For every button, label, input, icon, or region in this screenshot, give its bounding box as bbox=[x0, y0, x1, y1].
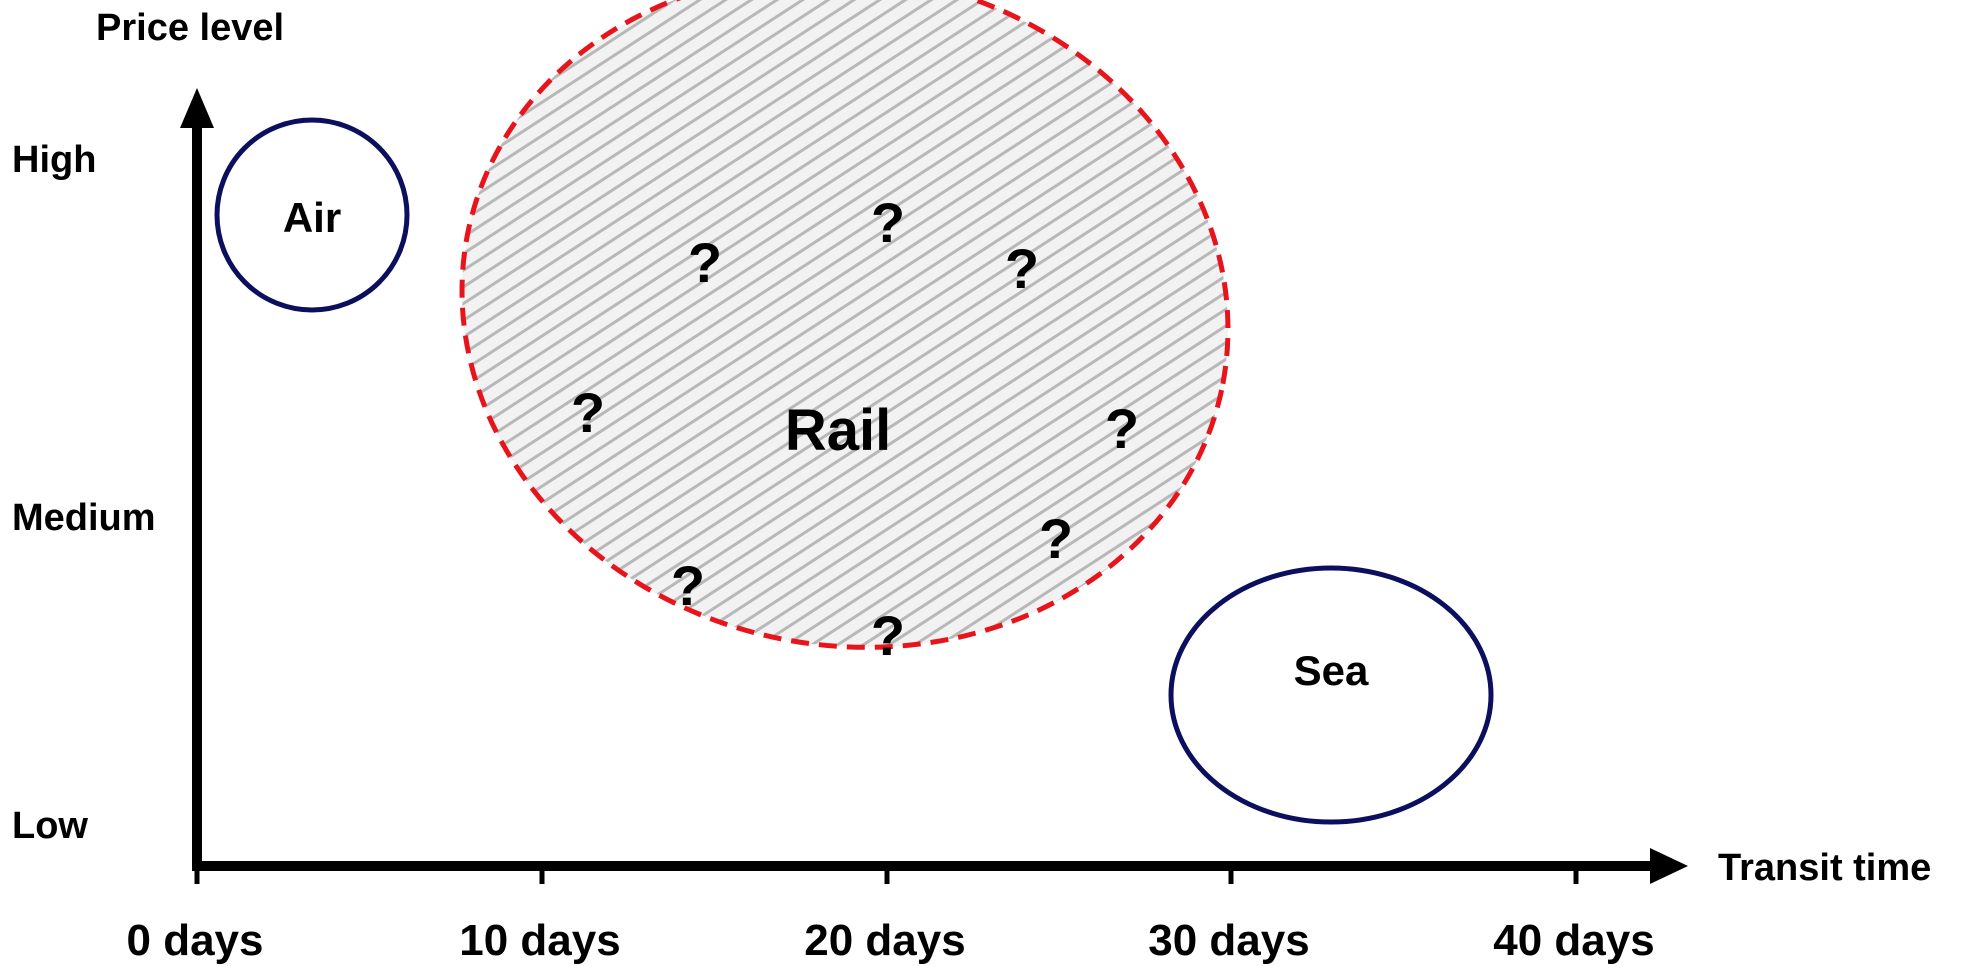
question-mark: ? bbox=[871, 191, 905, 254]
x-tick-label: 30 days bbox=[1148, 916, 1309, 965]
rail-region: Rail ? ? ? ? ? ? ? ? bbox=[459, 0, 1231, 667]
y-tick-label-medium: Medium bbox=[12, 497, 156, 539]
sea-region: Sea bbox=[1168, 565, 1494, 825]
question-mark: ? bbox=[688, 231, 722, 294]
air-label: Air bbox=[283, 194, 341, 241]
question-mark: ? bbox=[671, 554, 705, 617]
air-region: Air bbox=[214, 117, 410, 313]
question-mark: ? bbox=[571, 381, 605, 444]
x-tick-label: 40 days bbox=[1493, 916, 1654, 965]
question-mark: ? bbox=[871, 604, 905, 667]
x-axis-arrow bbox=[1650, 848, 1688, 884]
y-axis-arrow bbox=[180, 88, 214, 128]
sea-label: Sea bbox=[1294, 647, 1369, 694]
x-tick-label: 0 days bbox=[127, 916, 264, 965]
y-axis-title: Price level bbox=[96, 7, 284, 49]
x-tick-label: 20 days bbox=[804, 916, 965, 965]
x-tick-label: 10 days bbox=[459, 916, 620, 965]
axes bbox=[180, 88, 1688, 884]
x-axis-title: Transit time bbox=[1718, 847, 1931, 889]
question-mark: ? bbox=[1105, 397, 1139, 460]
question-mark: ? bbox=[1039, 507, 1073, 570]
question-mark: ? bbox=[1005, 237, 1039, 300]
air-circle bbox=[214, 117, 410, 313]
y-tick-label-high: High bbox=[12, 139, 96, 181]
sea-ellipse bbox=[1168, 565, 1494, 825]
rail-ellipse bbox=[459, 0, 1231, 650]
rail-label: Rail bbox=[785, 398, 891, 463]
y-tick-label-low: Low bbox=[12, 805, 88, 847]
